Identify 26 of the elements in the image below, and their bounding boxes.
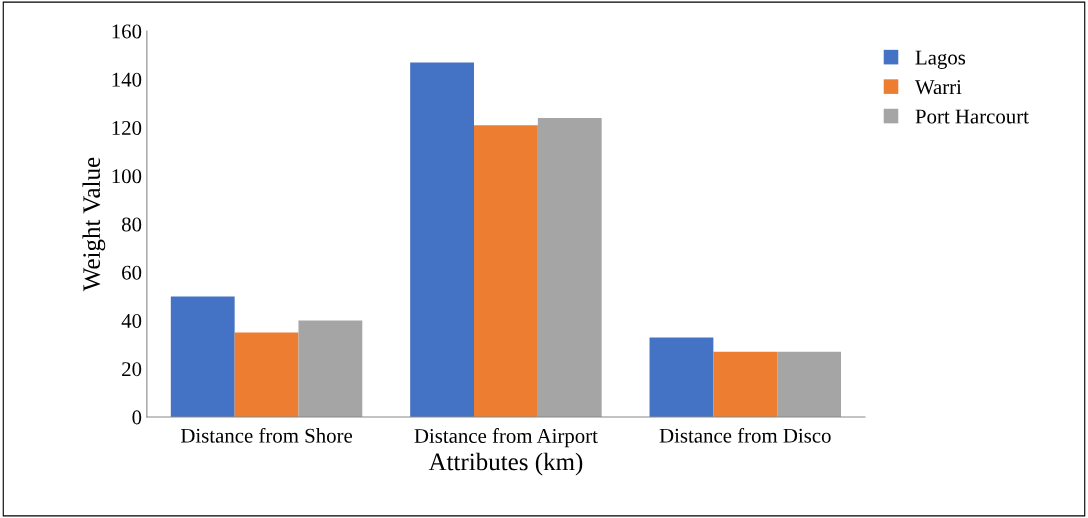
bar	[777, 351, 842, 417]
bar	[649, 337, 714, 417]
x-tick-label: Distance from Shore	[180, 427, 353, 443]
legend-label: Port Harcourt	[915, 109, 1029, 124]
bar	[298, 320, 363, 417]
bar	[234, 332, 299, 417]
y-tick-label: 40	[121, 313, 142, 328]
bar	[537, 117, 602, 417]
bar	[410, 62, 475, 417]
y-tick-label: 60	[122, 265, 142, 280]
y-tick-label: 100	[112, 169, 142, 184]
x-axis-title: Attributes (km)	[428, 452, 583, 476]
y-tick-label: 20	[122, 362, 142, 377]
bar	[474, 125, 538, 417]
bar	[170, 296, 235, 417]
y-tick-label: 120	[112, 120, 142, 135]
y-tick-label: 0	[132, 410, 142, 425]
y-tick-label: 140	[112, 72, 142, 87]
legend-label: Lagos	[915, 50, 966, 69]
y-tick-label: 80	[121, 217, 142, 232]
y-axis-title: Weight Value	[82, 157, 106, 292]
x-tick-label: Distance from Disco	[659, 427, 831, 443]
x-tick-label: Distance from Airport	[414, 428, 598, 448]
bar	[713, 351, 778, 417]
legend-label: Warri	[914, 80, 962, 95]
y-tick-label: 160	[112, 24, 142, 39]
